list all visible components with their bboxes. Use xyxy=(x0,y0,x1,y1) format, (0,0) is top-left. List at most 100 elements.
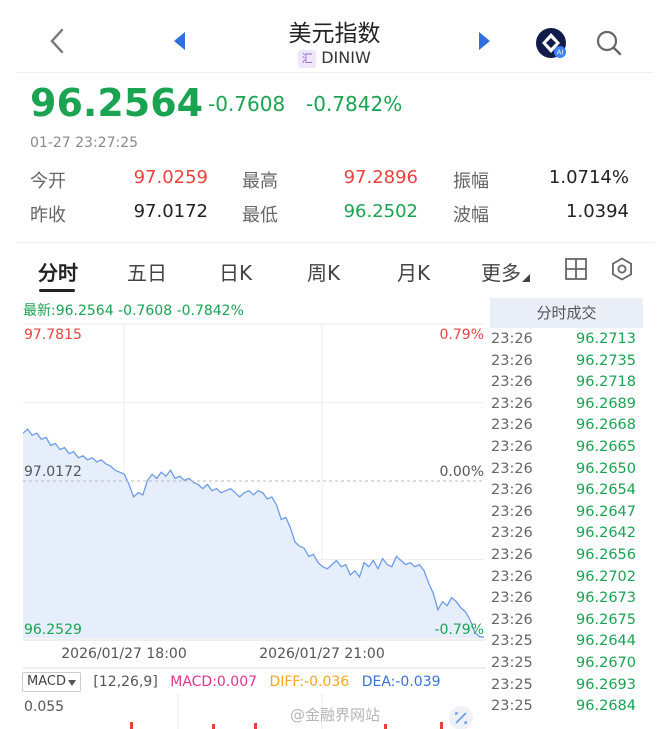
stat-value-range: 1.0394 xyxy=(566,201,629,222)
trade-time: 23:26 xyxy=(491,460,533,477)
trade-price: 96.2684 xyxy=(576,698,636,715)
price-change: -0.7608 xyxy=(208,92,286,116)
y-max-label: 97.7815 xyxy=(24,327,82,343)
trade-row: 23:26 96.2675 xyxy=(490,609,643,631)
trade-time: 23:26 xyxy=(491,546,533,563)
triangle-right-icon xyxy=(479,32,490,50)
trade-price: 96.2693 xyxy=(576,676,636,693)
trade-row: 23:26 96.2665 xyxy=(490,436,643,458)
stat-value-low: 96.2502 xyxy=(343,201,418,222)
source-watermark: @金融界网站 xyxy=(290,706,381,724)
tab-monthly-k[interactable]: 月K xyxy=(397,261,431,285)
indicator-selector[interactable]: MACD xyxy=(22,672,81,692)
trade-row: 23:26 96.2650 xyxy=(490,458,643,480)
price-line xyxy=(22,428,485,638)
fx-badge: 汇 xyxy=(298,50,317,68)
trade-list: 23:26 96.2713 23:26 96.2735 23:26 96.2718 2… xyxy=(490,328,643,717)
trade-time: 23:26 xyxy=(491,503,533,520)
symbol-subtitle: 汇 DINIW xyxy=(0,48,669,68)
trade-price: 96.2647 xyxy=(576,503,636,520)
trade-time: 23:25 xyxy=(491,654,533,671)
y-min-label: 96.2529 xyxy=(24,622,82,638)
trade-list-header: 分时成交 xyxy=(490,298,643,328)
back-button[interactable] xyxy=(44,24,72,58)
stat-label-amplitude: 振幅 xyxy=(453,171,489,192)
trade-row: 23:26 96.2654 xyxy=(490,479,643,501)
trade-price: 96.2644 xyxy=(576,633,636,650)
stat-value-prev-close: 97.0172 xyxy=(133,201,208,222)
trade-row: 23:26 96.2647 xyxy=(490,501,643,523)
symbol-code: DINIW xyxy=(321,48,371,67)
ai-assistant-button[interactable]: AI xyxy=(534,26,568,60)
trade-price: 96.2656 xyxy=(576,546,636,563)
page-title: 美元指数 xyxy=(288,21,381,47)
trade-row: 23:25 96.2644 xyxy=(490,630,643,652)
trade-row: 23:26 96.2673 xyxy=(490,587,643,609)
ai-assistant-icon: AI xyxy=(536,28,566,58)
stat-label-open: 今开 xyxy=(30,171,66,192)
y-min-percent-label: -0.79% xyxy=(434,622,484,638)
time-label-2100: 2026/01/27 21:00 xyxy=(259,646,385,662)
trade-price: 96.2650 xyxy=(576,460,636,477)
trade-row: 23:26 96.2656 xyxy=(490,544,643,566)
trade-time: 23:26 xyxy=(491,352,533,369)
diff-value: DIFF:-0.036 xyxy=(269,674,350,690)
trade-row: 23:25 96.2684 xyxy=(490,695,643,717)
last-price: 96.2564 xyxy=(30,81,204,125)
trade-time: 23:25 xyxy=(491,698,533,715)
trade-time: 23:26 xyxy=(491,525,533,542)
y-max-percent-label: 0.79% xyxy=(440,327,484,343)
stat-value-amplitude: 1.0714% xyxy=(548,167,629,188)
layout-grid-icon xyxy=(565,258,587,280)
trade-row: 23:26 96.2718 xyxy=(490,371,643,393)
macd-params: [12,26,9] xyxy=(93,674,158,690)
quote-summary: 96.2564 -0.7608 -0.7842% 01-27 23:27:25 … xyxy=(16,72,653,240)
trade-price: 96.2702 xyxy=(576,568,636,585)
trade-price: 96.2689 xyxy=(576,395,636,412)
tab-more-label: 更多 xyxy=(481,261,521,285)
trade-time: 23:25 xyxy=(491,633,533,650)
macd-indicator-bar: MACD [12,26,9] MACD:0.007 DIFF:-0.036 DE… xyxy=(22,672,449,694)
tab-intraday[interactable]: 分时 xyxy=(38,261,78,285)
svg-text:AI: AI xyxy=(557,49,564,57)
tab-five-day[interactable]: 五日 xyxy=(127,261,167,285)
stat-value-high: 97.2896 xyxy=(343,167,418,188)
trade-row: 23:26 96.2713 xyxy=(490,328,643,350)
next-symbol-button[interactable] xyxy=(474,30,494,52)
trade-time: 23:25 xyxy=(491,676,533,693)
intraday-chart[interactable]: 97.7815 0.79% 97.0172 0.00% 96.2529 -0.7… xyxy=(16,294,486,729)
layout-toggle-button[interactable] xyxy=(564,257,588,281)
trade-time: 23:26 xyxy=(491,417,533,434)
tab-weekly-k[interactable]: 周K xyxy=(307,261,341,285)
trade-price: 96.2675 xyxy=(576,611,636,628)
trade-price: 96.2735 xyxy=(576,352,636,369)
trade-price: 96.2718 xyxy=(576,374,636,391)
trade-price: 96.2713 xyxy=(576,331,636,347)
stat-label-high: 最高 xyxy=(242,171,278,192)
caret-down-icon xyxy=(67,679,76,686)
trade-list-panel[interactable]: 分时成交 23:26 96.2713 23:26 96.2735 23:26 96.2… xyxy=(490,298,643,729)
previous-symbol-button[interactable] xyxy=(170,30,190,52)
prev-close-label: 97.0172 xyxy=(24,464,82,480)
corner-arrow-icon xyxy=(522,274,530,282)
trade-price: 96.2668 xyxy=(576,417,636,434)
tab-daily-k[interactable]: 日K xyxy=(219,261,253,285)
price-area-fill xyxy=(23,429,484,638)
chevron-left-icon xyxy=(50,28,64,54)
expand-icon xyxy=(455,712,467,724)
trade-time: 23:26 xyxy=(491,438,533,455)
chart-settings-button[interactable] xyxy=(610,257,634,281)
trade-row: 23:26 96.2689 xyxy=(490,393,643,415)
trade-time: 23:26 xyxy=(491,331,533,347)
chart-period-tabs: 分时 五日 日K 周K 月K 更多 xyxy=(16,242,653,294)
trade-time: 23:26 xyxy=(491,482,533,499)
indicator-selector-label: MACD xyxy=(27,674,66,689)
zero-percent-label: 0.00% xyxy=(440,464,484,480)
price-change-percent: -0.7842% xyxy=(306,92,403,116)
trade-price: 96.2642 xyxy=(576,525,636,542)
tab-more[interactable]: 更多 xyxy=(481,257,530,286)
expand-chart-button[interactable] xyxy=(449,706,473,729)
search-button[interactable] xyxy=(594,28,624,58)
settings-icon xyxy=(612,257,632,281)
trade-price: 96.2665 xyxy=(576,438,636,455)
